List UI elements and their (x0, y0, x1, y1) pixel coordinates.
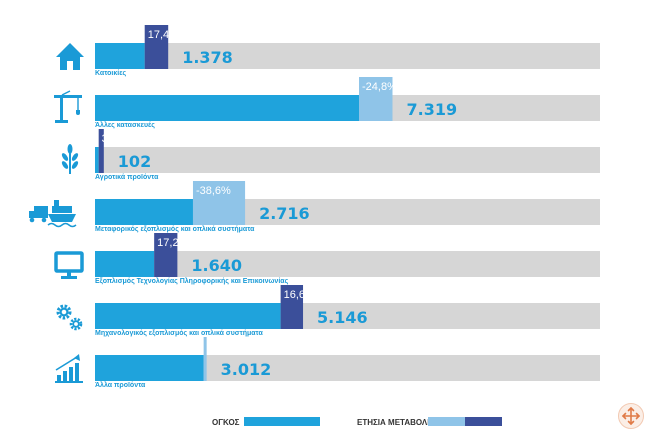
legend-volume-label: ΟΓΚΟΣ (212, 418, 240, 427)
monitor-icon (54, 251, 84, 279)
bar-row: 16,6%5.146 Μηχανολογικός εξοπλισμός και ο… (56, 285, 600, 337)
bar-row: -24,8% 7.319 Άλλες κατασκευές (54, 77, 600, 129)
volume-bar (95, 355, 204, 381)
change-bar (192, 181, 246, 225)
wheat-icon (61, 144, 79, 174)
zoom-icon (621, 406, 641, 426)
legend-change-pos-swatch (465, 417, 502, 426)
bar-row: 17,2%1.640 Εξοπλισμός Τεχνολογίας Πληροφο… (54, 233, 600, 285)
category-label: Μεταφορικός εξοπλισμός και οπλικά συστήμ… (95, 225, 255, 233)
change-bar (203, 337, 207, 381)
legend-change-neg-swatch (428, 417, 465, 426)
legend: ΟΓΚΟΣ ΕΤΗΣΙΑ ΜΕΤΑΒΟΛΗ (212, 417, 502, 427)
bar-row: -0,2% 3.012 Άλλα προϊόντα (55, 337, 600, 389)
category-label: Αγροτικά προϊόντα (95, 174, 159, 181)
crane-icon (54, 90, 82, 123)
volume-bar (95, 251, 155, 277)
category-label: Μηχανολογικός εξοπλισμός και οπλικά συστ… (95, 329, 263, 337)
volume-label: 3.012 (221, 360, 272, 379)
legend-change-label: ΕΤΗΣΙΑ ΜΕΤΑΒΟΛΗ (357, 418, 433, 427)
change-bar (98, 129, 104, 173)
volume-label: 1.378 (182, 48, 233, 67)
change-label: 16,6% (284, 289, 315, 301)
volume-bar (95, 199, 193, 225)
change-label: -0,2% (207, 341, 236, 353)
change-label: 17,2% (157, 237, 188, 249)
bar-track (95, 251, 600, 277)
category-label: Άλλα προϊόντα (95, 381, 146, 389)
change-label: 17,4% (148, 29, 179, 41)
bar-track (95, 43, 600, 69)
legend-volume-swatch (244, 417, 320, 426)
bar-row: 3,8% 102 Αγροτικά προϊόντα (61, 129, 600, 181)
truck-ship-icon (29, 200, 77, 228)
volume-label: 1.640 (191, 256, 242, 275)
volume-bar (95, 43, 145, 69)
change-label: 3,8% (102, 133, 127, 145)
change-bar (280, 285, 304, 329)
change-label: -24,8% (362, 81, 397, 93)
house-icon (56, 43, 84, 70)
volume-bar (95, 303, 281, 329)
change-bar (144, 25, 169, 69)
change-bar (154, 233, 178, 277)
bar-row: -38,6% 2.716 Μεταφορικός εξοπλισμός και οπ… (29, 181, 600, 233)
growth-chart-icon (55, 354, 83, 383)
bar-row: 17,4%1.378 Κατοικίες (56, 25, 600, 77)
change-bar (359, 77, 393, 121)
volume-bar (95, 147, 99, 173)
category-label: Εξοπλισμός Τεχνολογίας Πληροφορικής και … (95, 277, 289, 285)
volume-label: 102 (118, 152, 151, 171)
volume-label: 5.146 (317, 308, 368, 327)
change-label: -38,6% (196, 185, 231, 197)
volume-label: 2.716 (259, 204, 310, 223)
bar-track (95, 147, 600, 173)
category-label: Κατοικίες (95, 70, 127, 77)
zoom-button[interactable] (618, 403, 644, 429)
volume-bar (95, 95, 360, 121)
category-label: Άλλες κατασκευές (95, 121, 155, 129)
gears-icon (56, 304, 83, 331)
volume-label: 7.319 (406, 100, 457, 119)
